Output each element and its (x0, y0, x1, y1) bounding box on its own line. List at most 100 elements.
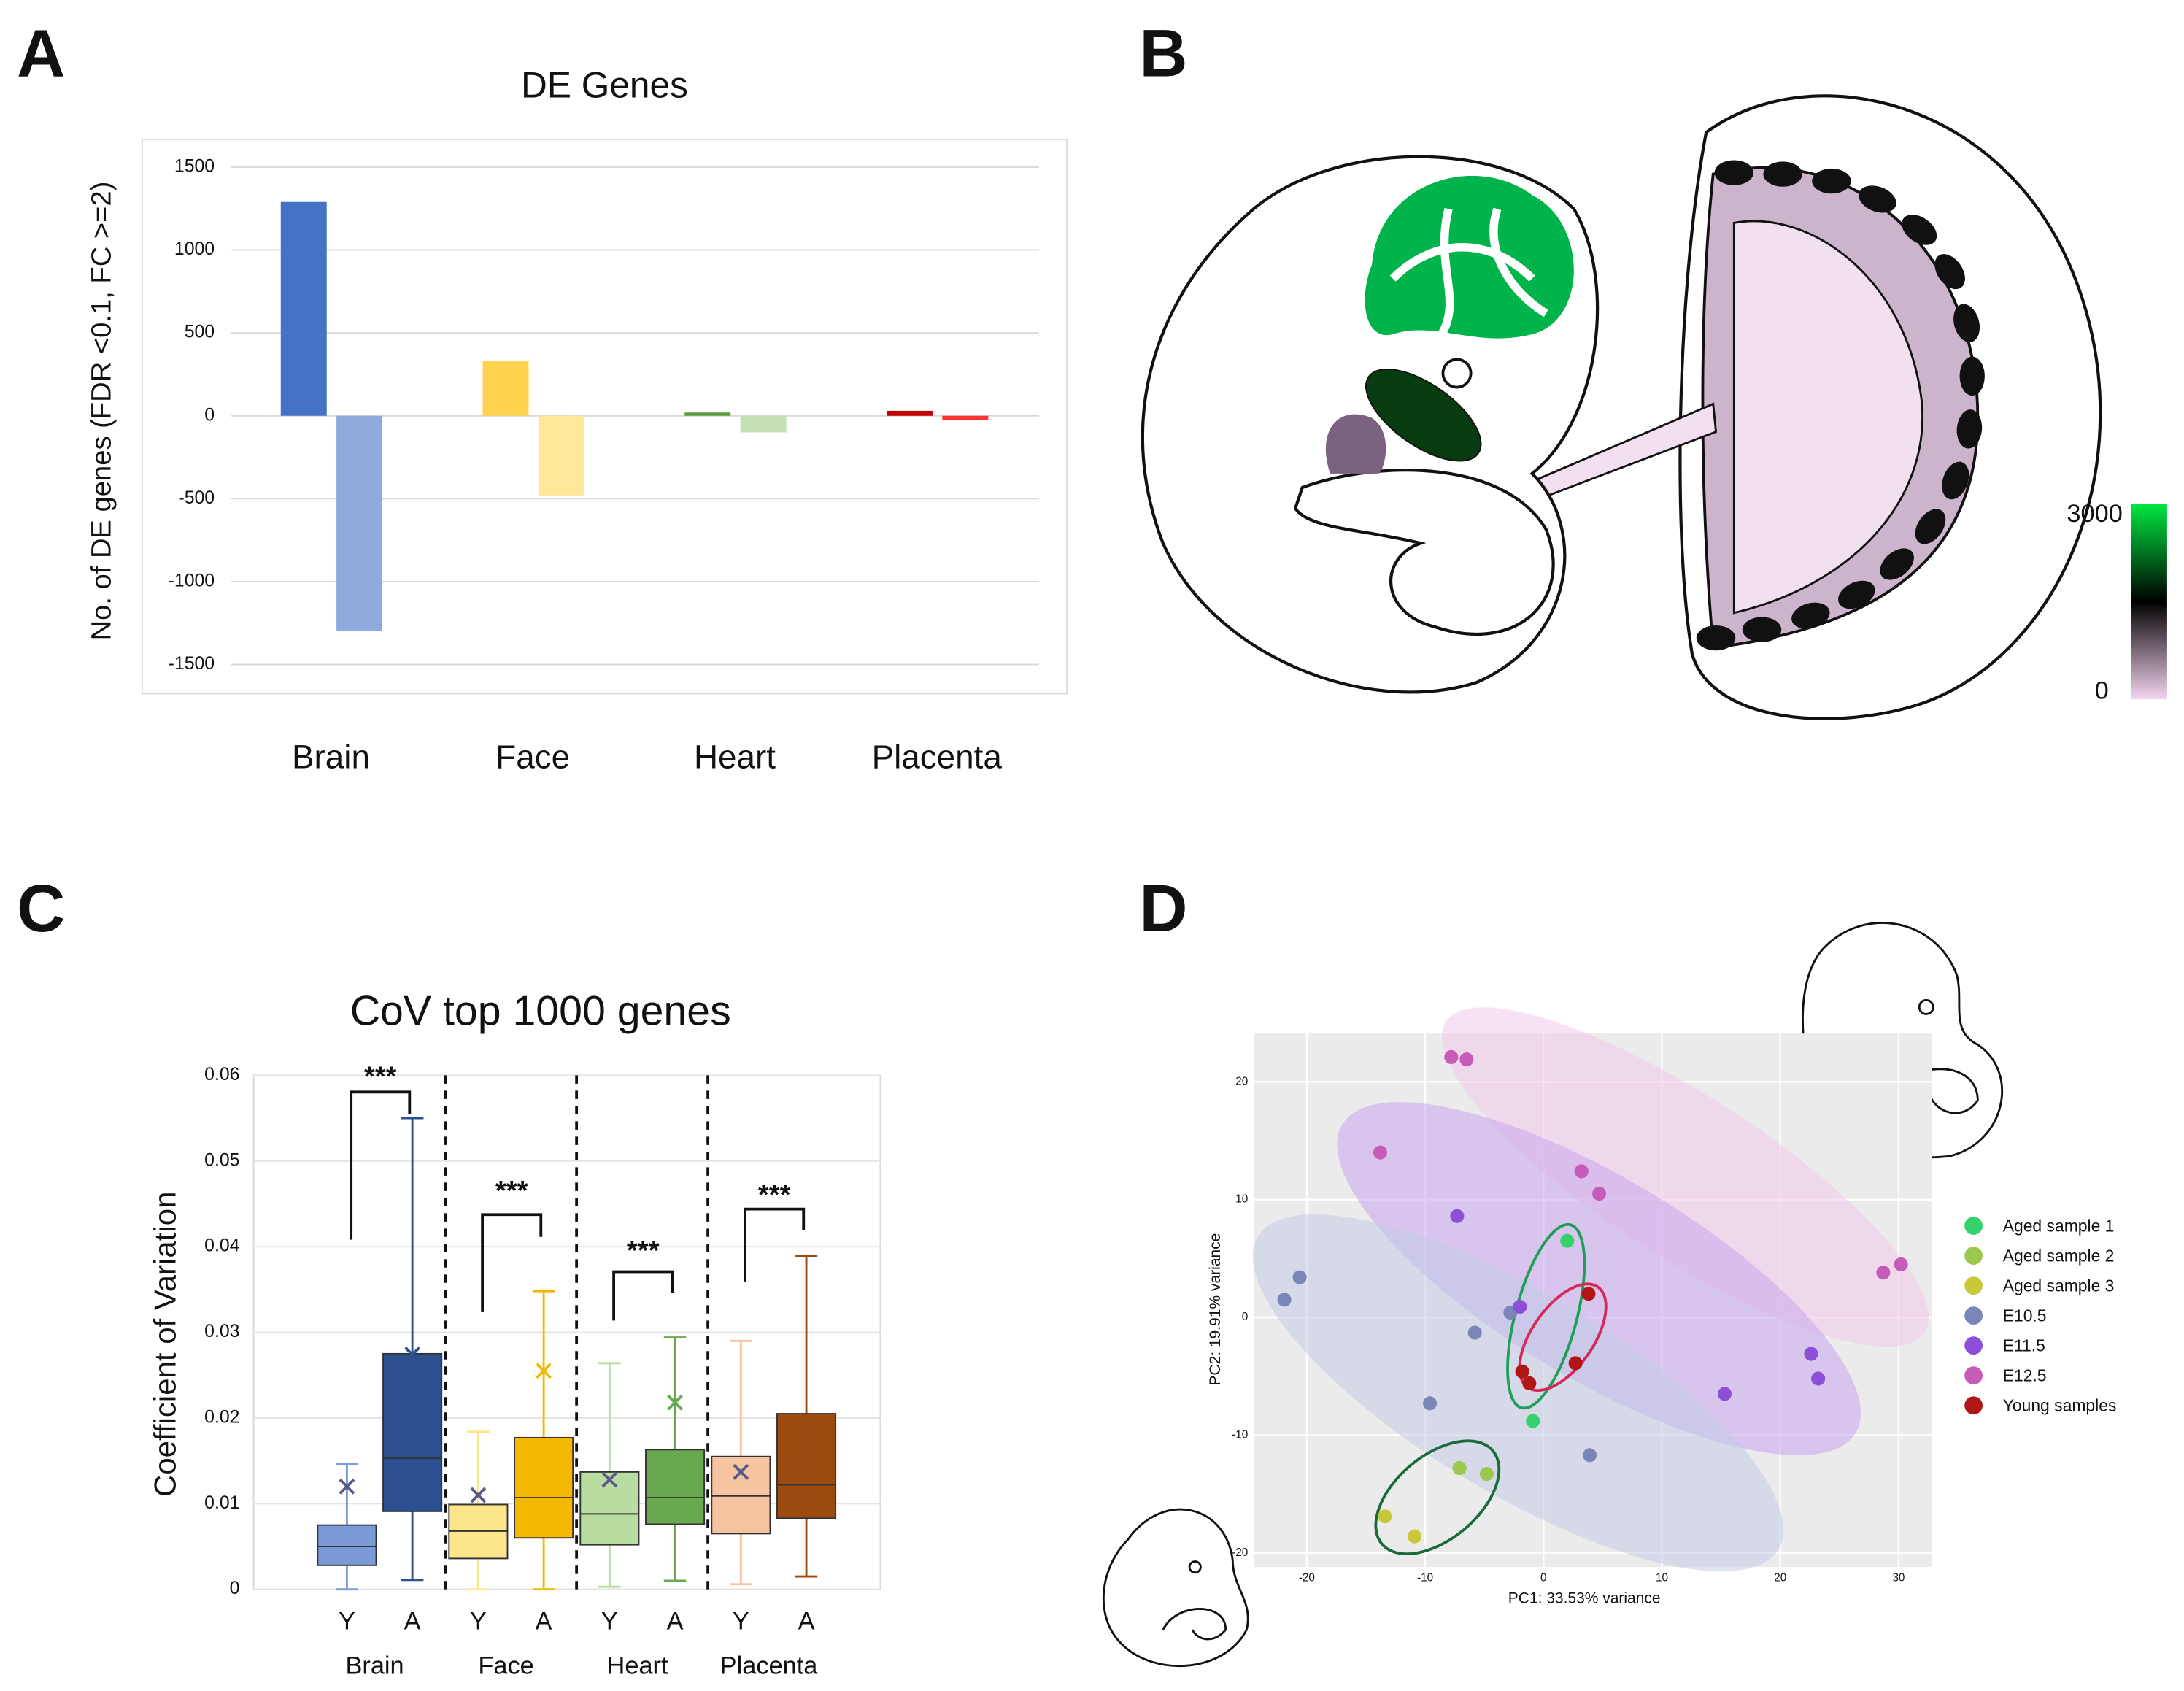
significance-label: *** (364, 1060, 397, 1092)
legend-swatch (1964, 1276, 1983, 1295)
x-tick-label: 10 (1656, 1571, 1668, 1584)
x-tick-label: A (536, 1608, 552, 1636)
y-tick-label: 10 (1235, 1193, 1248, 1206)
point (1467, 1325, 1482, 1340)
y-tick-label: 0.03 (204, 1322, 239, 1341)
x-tick-label: Face (495, 738, 570, 775)
point (1378, 1509, 1392, 1524)
y-tick-label: -10 (1232, 1428, 1248, 1441)
group-label: Heart (607, 1652, 668, 1680)
x-tick-label: A (667, 1608, 684, 1636)
point (1574, 1164, 1589, 1179)
y-tick-label: -20 (1232, 1546, 1248, 1559)
x-tick-label: 20 (1774, 1571, 1786, 1584)
panel-letter: B (1139, 16, 1187, 90)
bar (538, 415, 584, 496)
point (1894, 1257, 1908, 1271)
legend-swatch (1964, 1336, 1983, 1355)
significance-bracket (481, 1213, 543, 1312)
bar (942, 415, 989, 420)
y-tick-label: -1000 (169, 571, 215, 590)
bar (280, 201, 327, 416)
group-outline (1374, 1439, 1501, 1556)
point (1459, 1052, 1474, 1067)
bar (482, 361, 529, 416)
point (1717, 1387, 1732, 1401)
embryo-diagram (1141, 94, 2167, 720)
x-tick-label: Placenta (872, 738, 1003, 775)
box (645, 1449, 706, 1525)
x-tick-label: -20 (1299, 1571, 1315, 1584)
box (317, 1524, 377, 1566)
point (1526, 1414, 1540, 1428)
legend-swatch (1964, 1396, 1983, 1415)
significance-bracket (744, 1207, 806, 1282)
legend-swatch (1964, 1247, 1983, 1265)
y-axis-label: Coefficient of Variation (147, 1192, 182, 1497)
mean-marker (667, 1394, 683, 1411)
panel-letter: D (1139, 871, 1187, 946)
y-tick-label: 0.01 (204, 1493, 239, 1513)
significance-bracket (350, 1090, 412, 1240)
bar (886, 410, 933, 416)
significance-label: *** (627, 1235, 660, 1266)
point (1423, 1396, 1438, 1411)
group-ellipse (1337, 1102, 1861, 1456)
point (1560, 1233, 1575, 1248)
y-axis-label: PC2: 19.91% variance (1207, 1233, 1224, 1386)
y-tick-label: 1000 (174, 239, 215, 259)
legend-swatch (1964, 1306, 1983, 1325)
point (1452, 1461, 1467, 1476)
box (776, 1413, 837, 1519)
mean-marker (339, 1478, 355, 1495)
box (514, 1436, 574, 1539)
box (711, 1455, 771, 1535)
y-tick-label: 500 (185, 323, 215, 342)
legend-label: E11.5 (2003, 1336, 2045, 1355)
y-tick-label: 0.05 (204, 1150, 239, 1170)
x-tick-label: Y (470, 1608, 487, 1636)
x-tick-label: -10 (1417, 1571, 1433, 1584)
legend-swatch (1964, 1366, 1983, 1385)
legend-label: E10.5 (2003, 1306, 2047, 1325)
point (1450, 1209, 1465, 1223)
significance-label: *** (758, 1179, 791, 1211)
x-tick-label: Y (339, 1608, 355, 1636)
x-tick-label: A (404, 1608, 421, 1636)
point (1804, 1347, 1818, 1361)
point (1876, 1266, 1891, 1280)
mean-marker (404, 1347, 421, 1363)
point (1515, 1364, 1529, 1379)
group-ellipse (1252, 1214, 1784, 1572)
y-tick-label: -500 (178, 488, 215, 508)
x-axis-label: PC1: 33.53% variance (1508, 1590, 1661, 1607)
group-label: Face (478, 1652, 533, 1680)
mean-marker (601, 1471, 618, 1488)
mean-marker (470, 1487, 487, 1503)
x-tick-label: Y (601, 1608, 618, 1636)
y-tick-label: 0.04 (204, 1236, 239, 1256)
point (1444, 1049, 1459, 1064)
legend-label: E12.5 (2003, 1366, 2047, 1385)
panel-letter: A (17, 16, 65, 90)
mean-marker (798, 1412, 814, 1429)
significance-label: *** (495, 1175, 528, 1206)
group-label: Placenta (720, 1652, 819, 1680)
point (1479, 1467, 1494, 1482)
y-tick-label: 0.02 (204, 1407, 239, 1427)
x-tick-label: Y (733, 1608, 749, 1636)
legend-label: Aged sample 2 (2003, 1247, 2115, 1266)
point (1373, 1145, 1388, 1160)
legend-swatch (1964, 1217, 1983, 1235)
point (1568, 1356, 1583, 1371)
legend-label: Young samples (2003, 1396, 2117, 1415)
chart-title: CoV top 1000 genes (350, 988, 731, 1035)
point (1522, 1376, 1537, 1390)
legend-label: Aged sample 3 (2003, 1276, 2115, 1295)
x-tick-label: A (798, 1608, 815, 1636)
point (1292, 1270, 1307, 1284)
colorbar-label: 0 (2095, 677, 2109, 705)
x-tick-label: 0 (1540, 1571, 1546, 1584)
legend-label: Aged sample 1 (2003, 1216, 2115, 1235)
